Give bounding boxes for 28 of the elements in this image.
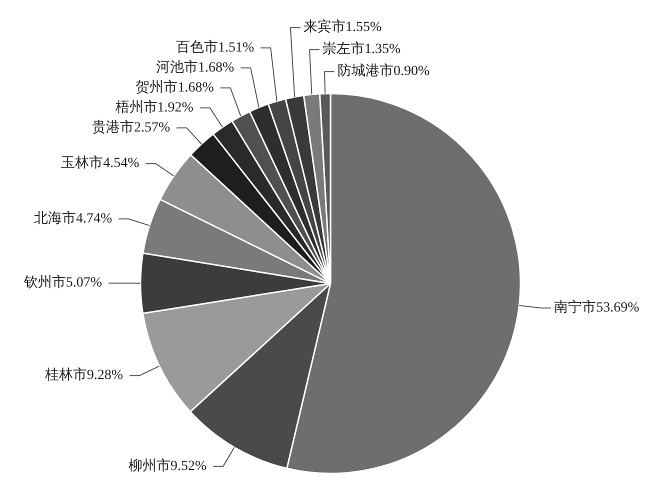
slice-label: 钦州市 (22, 274, 66, 291)
data-label: 9.28% (86, 368, 124, 384)
slice-label: 桂林市 (44, 367, 87, 384)
data-label: 1.92% (157, 100, 194, 116)
data-label: 0.90% (394, 64, 430, 80)
data-label: 1.68% (198, 60, 234, 76)
data-label: 9.52% (170, 458, 208, 474)
slice-label: 来宾市 (303, 19, 346, 36)
slice-label: 百色市 (176, 39, 218, 56)
slice-label: 柳州市 (128, 458, 171, 474)
slice-label: 贺州市 (136, 79, 178, 96)
slice-label: 崇左市 (322, 41, 365, 58)
slice-label: 梧州市 (114, 99, 158, 116)
data-label: 53.69% (596, 300, 640, 316)
data-label: 2.57% (134, 120, 170, 136)
data-label: 4.74% (76, 211, 112, 226)
slice-label: 防城港市 (338, 63, 394, 80)
slice-label: 贵港市 (92, 119, 134, 136)
data-label: 1.68% (178, 80, 214, 96)
data-label: 1.35% (364, 42, 402, 58)
slice-label: 玉林市 (61, 155, 104, 172)
data-label: 1.55% (345, 20, 382, 36)
data-label: 5.07% (66, 276, 102, 291)
data-label: 1.51% (218, 40, 255, 56)
slice-label: 南宁市 (554, 300, 596, 316)
slice-label: 河池市 (156, 59, 198, 76)
data-label: 4.54% (103, 156, 140, 172)
slice-label: 北海市 (34, 210, 76, 226)
